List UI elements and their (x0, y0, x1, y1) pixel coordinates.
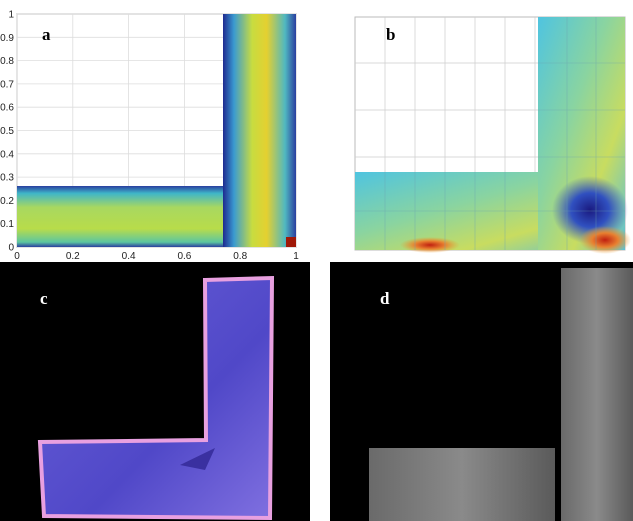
y-tick-label: 1 (8, 10, 14, 21)
hot-spot (286, 237, 296, 247)
panel-label: d (380, 289, 390, 308)
high-region (400, 237, 460, 253)
y-tick-label: 0.9 (0, 33, 14, 44)
high-region (579, 226, 631, 254)
y-tick-label: 0.6 (0, 103, 14, 114)
y-tick-label: 0.1 (0, 219, 14, 230)
panel-label: c (40, 289, 48, 308)
x-tick-label: 0.8 (233, 251, 247, 262)
x-tick-label: 1 (293, 251, 299, 262)
panel-label: a (42, 25, 51, 44)
panel-c: c (0, 262, 310, 521)
horizontal-bar (369, 448, 555, 521)
y-tick-label: 0.5 (0, 126, 14, 137)
y-tick-label: 0.7 (0, 79, 14, 90)
panel-d: d (330, 262, 633, 521)
x-tick-label: 0.6 (177, 251, 191, 262)
y-tick-label: 0.8 (0, 56, 14, 67)
heatmap-vertical (223, 14, 296, 247)
y-tick-label: 0.4 (0, 149, 14, 160)
panel-label: b (386, 25, 395, 44)
x-tick-label: 0 (14, 251, 20, 262)
x-tick-label: 0.4 (122, 251, 136, 262)
y-tick-label: 0.3 (0, 173, 14, 184)
y-tick-label: 0.2 (0, 196, 14, 207)
figure: 00.10.20.30.40.50.60.70.80.9100.20.40.60… (0, 0, 633, 521)
x-tick-label: 0.2 (66, 251, 80, 262)
panel-b: b (355, 17, 631, 254)
vertical-bar (561, 268, 633, 521)
